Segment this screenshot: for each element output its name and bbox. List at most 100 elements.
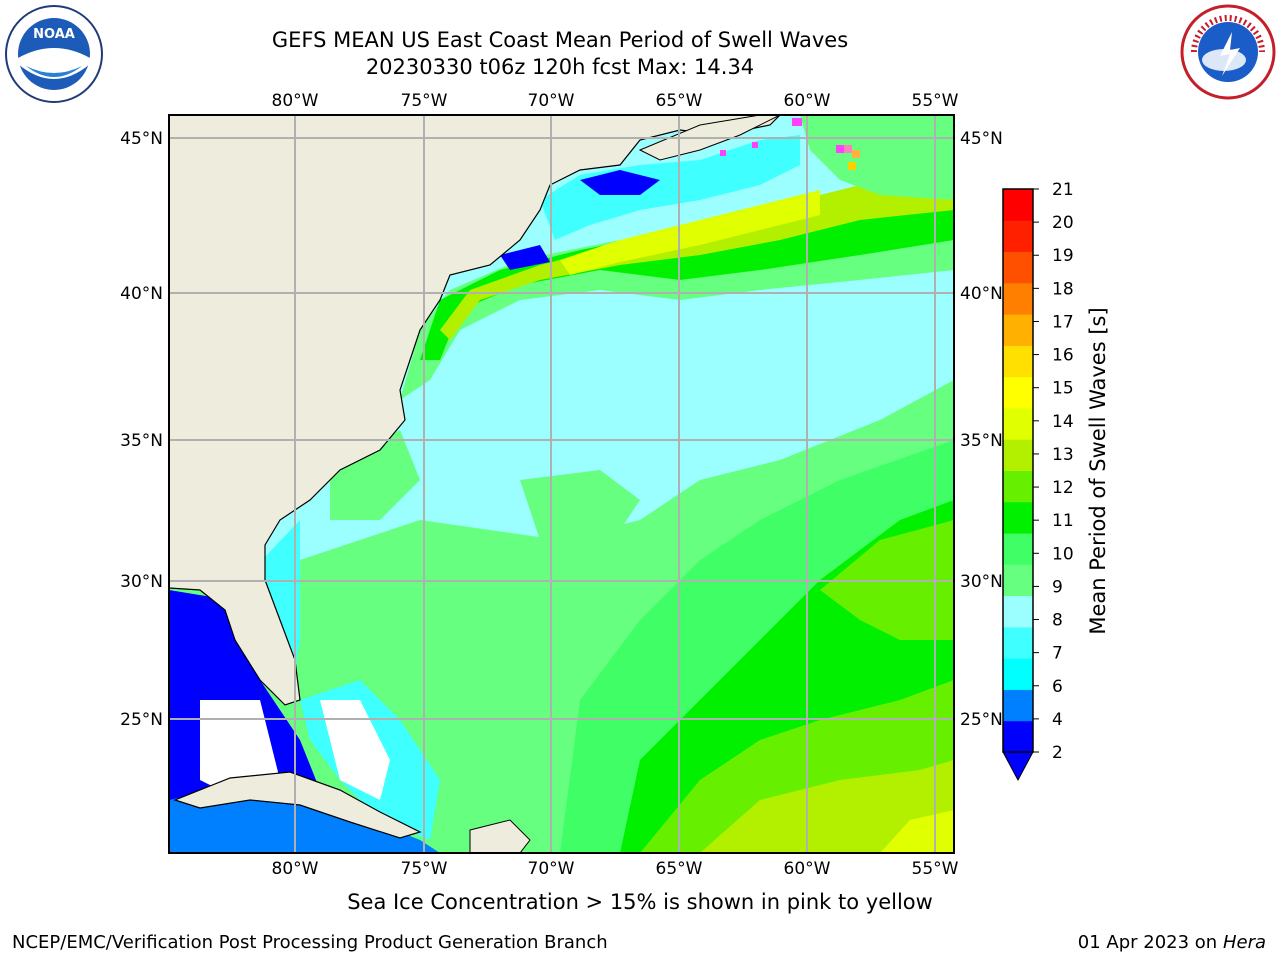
- lat-label: 35°N: [960, 431, 1003, 451]
- lon-labels-top: 80°W 75°W 70°W 65°W 60°W 55°W: [272, 91, 959, 111]
- colorbar-swatch: [1003, 689, 1033, 722]
- colorbar-tick-label: 8: [1052, 611, 1063, 631]
- swell-zone-north-13: [440, 170, 954, 340]
- lon-label: 75°W: [401, 91, 448, 111]
- low-period-gulf-maine: [580, 170, 660, 195]
- swell-zone-north-14: [560, 190, 820, 275]
- colorbar-tick-label: 10: [1052, 544, 1074, 564]
- no-data-bahamas: [320, 700, 390, 800]
- colorbar-swatch: [1003, 376, 1033, 409]
- swell-patch-carolina: [330, 430, 420, 520]
- land-cuba: [173, 771, 422, 839]
- colorbar-swatch: [1003, 564, 1033, 597]
- colorbar-swatch: [1003, 470, 1033, 503]
- colorbar-tick-label: 18: [1052, 279, 1074, 299]
- colorbar-tick-label: 21: [1052, 180, 1074, 200]
- sea-ice-cell: [752, 142, 758, 148]
- lat-label: 35°N: [120, 431, 163, 451]
- low-period-long-island: [500, 245, 550, 270]
- swell-zone-northeast: [800, 115, 954, 200]
- colorbar-swatches: [1003, 189, 1033, 753]
- swell-patch-south: [380, 580, 500, 660]
- colorbar-swatch: [1003, 189, 1033, 221]
- sea-ice-cell: [792, 118, 802, 126]
- colorbar-swatch: [1003, 501, 1033, 534]
- colorbar-tick-label: 7: [1052, 644, 1063, 664]
- gridlines: [169, 115, 954, 853]
- colorbar-swatch: [1003, 595, 1033, 628]
- colorbar-frame: [1002, 188, 1034, 753]
- lat-label: 45°N: [960, 129, 1003, 149]
- sea-ice-cell: [852, 150, 860, 158]
- lat-labels-right: 45°N 40°N 35°N 30°N 25°N: [960, 129, 1003, 730]
- colorbar-tick-label: 9: [1052, 577, 1063, 597]
- swell-zone-13-14: [700, 760, 954, 853]
- lon-label: 60°W: [784, 859, 831, 879]
- colorbar-swatch: [1003, 720, 1033, 753]
- colorbar: 2 4 6 7 8 9 10 11 12 13 14 15 16 17 18 19 20 21 Mean Peri…: [1002, 180, 1110, 782]
- lat-label: 40°N: [960, 284, 1003, 304]
- colorbar-swatch: [1003, 626, 1033, 659]
- svg-text:NOAA: NOAA: [33, 27, 75, 42]
- colorbar-swatch: [1003, 251, 1033, 284]
- footer-date-text: 01 Apr 2023 on: [1077, 932, 1218, 953]
- swell-zone-gulf-of-maine: [540, 135, 800, 240]
- colorbar-tick-label: 4: [1052, 710, 1063, 730]
- lon-label: 80°W: [272, 91, 319, 111]
- colorbar-tick-label: 17: [1052, 312, 1074, 332]
- chart-title: GEFS MEAN US East Coast Mean Period of S…: [271, 28, 849, 52]
- colorbar-tick-label: 13: [1052, 445, 1074, 465]
- lon-label: 80°W: [272, 859, 319, 879]
- colorbar-tick-label: 15: [1052, 379, 1074, 399]
- sea-ice-cell: [720, 150, 726, 156]
- sea-ice-cell: [848, 162, 856, 170]
- lon-label: 70°W: [528, 859, 575, 879]
- nws-logo: [1180, 4, 1276, 104]
- lon-label: 60°W: [784, 91, 831, 111]
- lon-label: 75°W: [401, 859, 448, 879]
- colorbar-tick-label: 19: [1052, 246, 1074, 266]
- land-north-america: [169, 115, 781, 706]
- lat-label: 40°N: [120, 284, 163, 304]
- colorbar-swatch: [1003, 345, 1033, 378]
- footer-machine: Hera: [1222, 932, 1266, 953]
- sea-ice-caption: Sea Ice Concentration > 15% is shown in …: [347, 890, 933, 914]
- lat-label: 30°N: [120, 572, 163, 592]
- colorbar-swatch: [1003, 407, 1033, 440]
- colorbar-swatch: [1003, 533, 1033, 565]
- sea-ice-cell: [836, 145, 844, 153]
- noaa-logo: NOAA: [4, 4, 104, 108]
- land-hispaniola: [469, 819, 531, 853]
- colorbar-swatch: [1003, 314, 1033, 346]
- lat-label: 30°N: [960, 572, 1003, 592]
- lon-labels-bottom: 80°W 75°W 70°W 65°W 60°W 55°W: [272, 859, 959, 879]
- colorbar-ticks: 2 4 6 7 8 9 10 11 12 13 14 15 16 17 18 19 20 21: [1033, 180, 1074, 763]
- colorbar-tick-label: 20: [1052, 213, 1074, 233]
- lon-label: 65°W: [656, 859, 703, 879]
- map-area: [169, 115, 954, 853]
- lon-label: 55°W: [912, 91, 959, 111]
- lat-labels-left: 45°N 40°N 35°N 30°N 25°N: [120, 129, 163, 730]
- footer-date: 01 Apr 2023 on Hera: [1078, 932, 1266, 953]
- colorbar-tick-label: 16: [1052, 346, 1074, 366]
- colorbar-swatch: [1003, 220, 1033, 253]
- colorbar-extend-arrow: [1002, 751, 1034, 782]
- lat-label: 25°N: [960, 710, 1003, 730]
- chart-subtitle: 20230330 t06z 120h fcst Max: 14.34: [365, 55, 755, 79]
- lon-label: 55°W: [912, 859, 959, 879]
- lon-label: 70°W: [528, 91, 575, 111]
- lat-label: 45°N: [120, 129, 163, 149]
- lon-label: 65°W: [656, 91, 703, 111]
- colorbar-swatch: [1003, 439, 1033, 471]
- colorbar-tick-label: 6: [1052, 677, 1063, 697]
- sea-ice-cell: [844, 145, 852, 153]
- colorbar-tick-label: 14: [1052, 412, 1074, 432]
- map-frame: [168, 114, 955, 854]
- colorbar-swatch: [1003, 658, 1033, 690]
- colorbar-tick-label: 12: [1052, 478, 1074, 498]
- colorbar-label: Mean Period of Swell Waves [s]: [1086, 307, 1110, 634]
- footer-credit: NCEP/EMC/Verification Post Processing Pr…: [12, 932, 608, 953]
- colorbar-tick-label: 11: [1052, 511, 1074, 531]
- lat-label: 25°N: [120, 710, 163, 730]
